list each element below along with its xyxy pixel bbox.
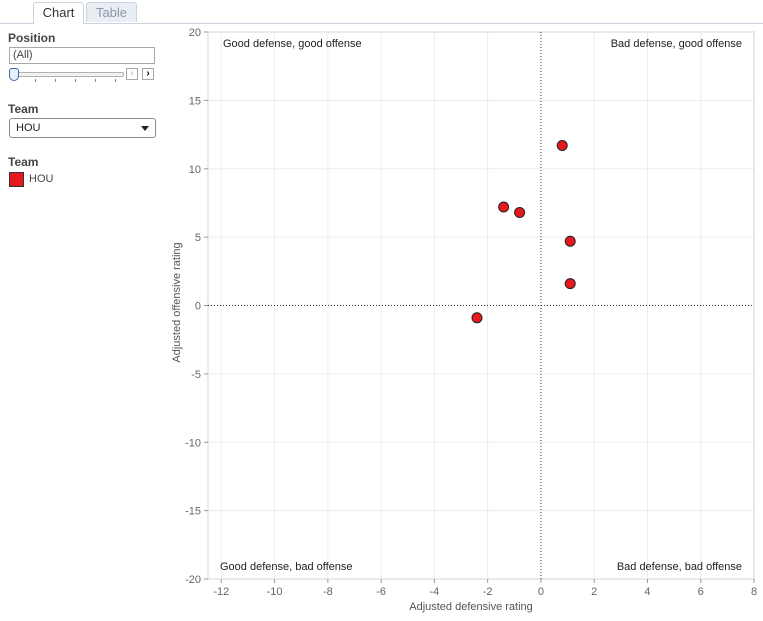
y-tick-label: 5 [195,232,201,244]
filter-sidebar: Position (All) ‹ › Team HOU Team HOU [0,24,170,621]
slider-tick [55,79,56,82]
x-tick-label: 0 [538,586,544,598]
x-tick-label: -12 [213,586,229,598]
data-point [498,201,510,213]
next-value-button[interactable]: › [142,68,154,80]
y-tick-label: 0 [195,301,201,313]
x-tick-label: 8 [751,586,757,598]
x-tick-label: -4 [429,586,439,598]
quadrant-label-bottom-right: Bad defense, bad offense [617,561,742,573]
team-filter-label: Team [8,102,39,116]
y-tick-label: -5 [191,369,201,381]
y-axis-title: Adjusted offensive rating [171,242,183,362]
y-tick-label: -15 [185,506,201,518]
tab-bar: Chart Table [0,0,763,24]
x-axis-title: Adjusted defensive rating [409,601,533,613]
quadrant-label-top-right: Bad defense, good offense [611,38,742,50]
y-tick-label: 20 [189,27,201,39]
x-tick-label: 2 [591,586,597,598]
y-tick-label: 15 [189,95,201,107]
x-tick-label: -8 [323,586,333,598]
team-dropdown[interactable]: HOU [9,118,156,138]
previous-value-button[interactable]: ‹ [126,68,138,80]
quadrant-label-top-left: Good defense, good offense [223,38,362,50]
slider-tick [35,79,36,82]
legend-item-label: HOU [29,173,54,185]
y-tick-label: -20 [185,574,201,586]
tab-chart[interactable]: Chart [33,2,84,24]
position-filter-label: Position [8,31,56,45]
x-tick-label: 6 [698,586,704,598]
x-tick-label: 4 [644,586,650,598]
data-point [556,140,568,152]
data-point [564,278,576,290]
slider-thumb[interactable] [9,68,19,81]
position-filter-input[interactable]: (All) [9,47,155,64]
slider-tick [75,79,76,82]
y-tick-label: 10 [189,164,201,176]
position-slider[interactable] [9,68,124,82]
data-point [471,312,483,324]
x-tick-label: -6 [376,586,386,598]
x-tick-label: -2 [483,586,493,598]
legend-swatch [9,172,24,187]
slider-tick [95,79,96,82]
data-point [564,235,576,247]
data-point [514,207,526,219]
y-tick-label: -10 [185,437,201,449]
chevron-down-icon [141,126,149,131]
x-tick-label: -10 [267,586,283,598]
slider-tick [115,79,116,82]
quadrant-label-bottom-left: Good defense, bad offense [220,561,353,573]
tab-table[interactable]: Table [86,2,137,22]
team-dropdown-value: HOU [16,122,41,134]
team-legend-label: Team [8,155,39,169]
